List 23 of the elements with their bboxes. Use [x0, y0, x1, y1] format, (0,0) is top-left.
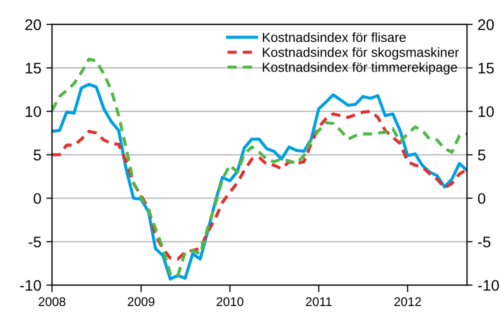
x-tick-label: 2012: [394, 297, 421, 306]
x-tick-label: 2010: [216, 297, 244, 306]
line-series: [52, 110, 467, 261]
y-tick-label: 15: [26, 62, 41, 74]
y2-tick-label: 15: [478, 62, 494, 74]
x-tick-label: 2011: [306, 297, 332, 306]
y2-tick-label: 20: [478, 19, 494, 30]
legend-label: Kostnadsindex för flisare: [262, 32, 406, 42]
x-tick-label: 2008: [38, 297, 66, 306]
y2-tick-label: -5: [478, 236, 490, 248]
y-tick-label: -10: [20, 280, 41, 291]
y2-tick-label: 10: [478, 106, 494, 118]
y-tick-label: -5: [28, 236, 41, 248]
legend-label: Kostnadsindex för timmerekipage: [262, 62, 458, 75]
y-tick-label: 10: [26, 106, 41, 118]
y2-tick-label: 5: [478, 150, 486, 160]
legend-label: Kostnadsindex för skogsmaskiner: [262, 47, 459, 60]
x-tick-label: 2009: [128, 297, 154, 306]
y-tick-label: 0: [34, 193, 41, 204]
y-tick-label: 20: [25, 19, 41, 30]
y2-tick-label: -10: [478, 280, 499, 291]
y2-tick-label: 0: [478, 193, 486, 204]
y-tick-label: 5: [34, 150, 41, 160]
